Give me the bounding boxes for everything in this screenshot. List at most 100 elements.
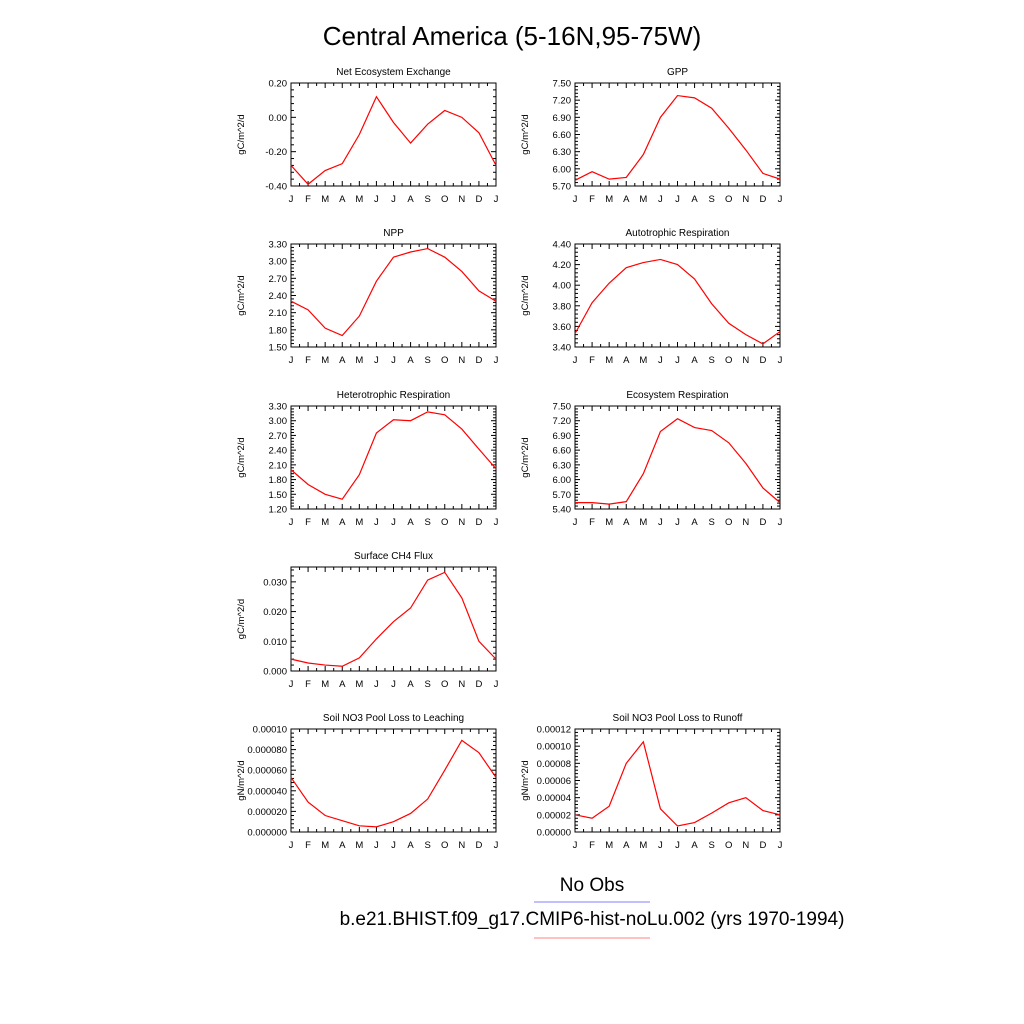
y-tick-label: 4.20: [553, 260, 572, 271]
x-tick-label: N: [458, 194, 465, 205]
y-tick-label: 0.000080: [247, 745, 287, 756]
y-tick-label: 2.10: [269, 460, 288, 471]
y-axis-label: gC/m^2/d: [520, 114, 531, 154]
x-tick-label: F: [589, 840, 595, 851]
y-tick-label: 1.50: [269, 343, 288, 354]
figure-title: Central America (5-16N,95-75W): [323, 21, 702, 51]
x-tick-label: O: [441, 679, 448, 690]
panel-title: Heterotrophic Respiration: [337, 390, 450, 401]
x-tick-label: J: [573, 355, 578, 366]
y-tick-label: 5.70: [553, 490, 572, 501]
x-tick-label: O: [441, 840, 448, 851]
y-tick-label: 5.70: [553, 182, 572, 193]
x-tick-label: J: [675, 517, 680, 528]
x-tick-label: J: [374, 840, 379, 851]
series-line: [574, 740, 781, 827]
x-tick-label: A: [339, 840, 346, 851]
y-tick-label: 0.00010: [253, 725, 287, 736]
y-tick-label: -0.20: [265, 147, 287, 158]
x-tick-label: O: [725, 840, 732, 851]
series-line: [575, 418, 781, 505]
x-tick-label: D: [475, 840, 482, 851]
x-tick-label: J: [494, 517, 499, 528]
x-tick-label: D: [759, 355, 766, 366]
x-tick-label: O: [725, 517, 732, 528]
y-tick-label: 0.000060: [247, 766, 287, 777]
x-tick-label: S: [424, 517, 430, 528]
y-tick-label: 0.00004: [537, 793, 571, 804]
x-tick-label: M: [605, 840, 613, 851]
x-tick-label: D: [475, 194, 482, 205]
y-tick-label: 0.00000: [537, 828, 571, 839]
series-line: [574, 94, 781, 181]
y-tick-label: 0.00: [269, 113, 288, 124]
y-tick-label: 0.000040: [247, 786, 287, 797]
x-tick-label: M: [321, 840, 329, 851]
y-tick-label: 0.00002: [537, 810, 571, 821]
x-tick-label: A: [623, 840, 630, 851]
x-tick-label: F: [305, 517, 311, 528]
x-tick-label: J: [658, 194, 663, 205]
x-tick-label: S: [708, 840, 714, 851]
x-tick-label: J: [778, 840, 783, 851]
x-tick-label: A: [407, 194, 414, 205]
x-tick-label: F: [589, 194, 595, 205]
x-tick-label: A: [691, 840, 698, 851]
plot-frame: [290, 566, 497, 672]
y-tick-label: 6.60: [553, 130, 572, 141]
y-tick-label: 1.80: [269, 325, 288, 336]
y-tick-label: 6.30: [553, 147, 572, 158]
x-tick-label: F: [589, 517, 595, 528]
y-tick-label: 0.20: [269, 79, 288, 90]
x-tick-label: J: [778, 194, 783, 205]
y-tick-label: 6.30: [553, 460, 572, 471]
x-tick-label: J: [391, 517, 396, 528]
y-tick-label: 2.10: [269, 308, 288, 319]
y-tick-label: 6.60: [553, 446, 572, 457]
x-tick-label: S: [708, 194, 714, 205]
y-tick-label: 2.70: [269, 274, 288, 285]
x-tick-label: S: [708, 517, 714, 528]
x-tick-label: N: [742, 840, 749, 851]
x-tick-label: J: [289, 840, 294, 851]
x-tick-label: J: [658, 355, 663, 366]
x-tick-label: J: [374, 355, 379, 366]
y-tick-label: 7.50: [553, 402, 572, 413]
panel-title: Autotrophic Respiration: [626, 228, 730, 239]
x-tick-label: J: [494, 679, 499, 690]
series-line: [290, 411, 497, 500]
x-tick-label: O: [441, 194, 448, 205]
x-tick-label: M: [321, 194, 329, 205]
x-tick-label: A: [691, 355, 698, 366]
x-tick-label: M: [605, 517, 613, 528]
x-tick-label: J: [391, 840, 396, 851]
y-tick-label: 3.30: [269, 240, 288, 251]
x-tick-label: J: [494, 840, 499, 851]
x-tick-label: M: [639, 355, 647, 366]
x-tick-label: D: [475, 355, 482, 366]
x-tick-label: A: [623, 194, 630, 205]
plot-frame: [290, 728, 497, 833]
x-tick-label: J: [573, 517, 578, 528]
y-tick-label: 6.90: [553, 113, 572, 124]
x-tick-label: F: [305, 355, 311, 366]
x-tick-label: J: [289, 679, 294, 690]
y-tick-label: 0.00010: [537, 742, 571, 753]
x-tick-label: J: [778, 355, 783, 366]
series-line: [290, 571, 497, 667]
x-tick-label: N: [458, 679, 465, 690]
x-tick-label: M: [605, 355, 613, 366]
x-tick-label: A: [339, 355, 346, 366]
x-tick-label: J: [391, 194, 396, 205]
x-tick-label: J: [675, 840, 680, 851]
x-tick-label: J: [374, 679, 379, 690]
y-tick-label: 1.50: [269, 490, 288, 501]
x-tick-label: N: [742, 194, 749, 205]
x-tick-label: M: [321, 517, 329, 528]
x-tick-label: M: [321, 679, 329, 690]
